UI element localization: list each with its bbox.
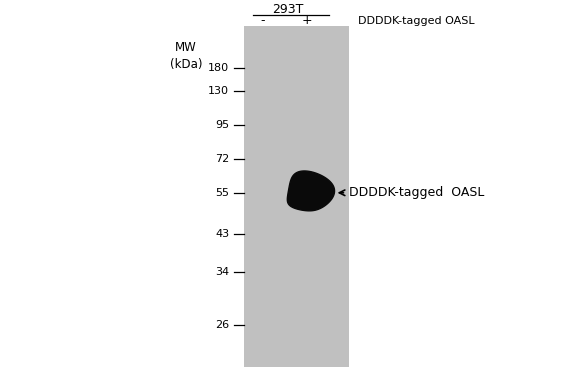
Text: DDDDK-tagged OASL: DDDDK-tagged OASL <box>358 16 474 26</box>
Text: DDDDK-tagged  OASL: DDDDK-tagged OASL <box>349 186 485 199</box>
Text: 34: 34 <box>215 267 229 277</box>
Text: 95: 95 <box>215 120 229 130</box>
Text: 43: 43 <box>215 229 229 239</box>
FancyBboxPatch shape <box>244 26 349 367</box>
Text: 130: 130 <box>208 86 229 96</box>
Polygon shape <box>288 171 335 211</box>
Text: 55: 55 <box>215 188 229 198</box>
Text: 180: 180 <box>208 63 229 73</box>
Text: MW: MW <box>175 41 197 54</box>
Text: +: + <box>301 14 312 27</box>
Text: 26: 26 <box>215 320 229 330</box>
Text: 72: 72 <box>215 154 229 164</box>
Text: (kDa): (kDa) <box>170 58 203 71</box>
Text: 293T: 293T <box>272 3 304 16</box>
Text: -: - <box>261 14 265 27</box>
